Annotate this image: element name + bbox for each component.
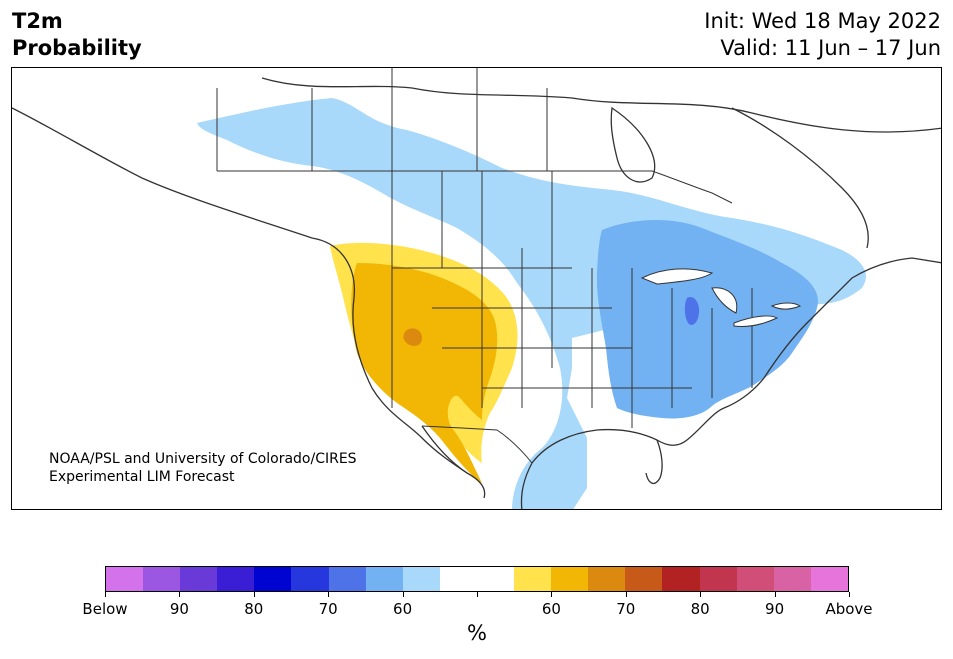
probability-map [12,68,941,509]
colorbar-tick [253,592,255,597]
colorbar-tick-label: 90 [169,600,189,618]
colorbar-segment [736,567,774,591]
credit-line-2: Experimental LIM Forecast [49,469,235,485]
colorbar-segment [328,567,366,591]
valid-period: Valid: 11 Jun – 17 Jun [720,36,941,60]
above-normal-70-region-west [351,263,498,483]
colorbar-tick-label: Below [82,600,128,618]
lake-erie [733,315,779,327]
canada-us-border [217,170,733,204]
colorbar-tick [105,592,106,597]
credit-line-1: NOAA/PSL and University of Colorado/CIRE… [49,451,357,467]
map-credit: NOAA/PSL and University of Colorado/CIRE… [49,450,357,486]
arctic-islands [261,77,941,133]
colorbar-segment [254,567,292,591]
colorbar-segment [180,567,218,591]
colorbar-segment [625,567,663,591]
lake-huron [711,287,738,314]
labrador-coast [731,107,869,249]
colorbar-tick [849,592,850,597]
baja-peninsula [421,425,468,474]
colorbar-segment [217,567,255,591]
colorbar-segment [514,567,552,591]
lake-ontario [770,302,802,310]
colorbar-tick [700,592,702,597]
colorbar-tick-label: 70 [616,600,636,618]
colorbar-tick [625,592,627,597]
colorbar-segment [106,567,144,591]
below-normal-70-region-east [596,219,818,419]
above-normal-80-region [403,328,422,346]
mexico-east-coast [520,462,533,509]
map-panel [11,67,942,510]
colorbar-tick-label: 70 [318,600,338,618]
state-lines [391,171,753,428]
gulf-coast [531,257,941,464]
political-borders [216,68,753,464]
colorbar-segment [365,567,403,591]
pacific-coast [12,107,486,499]
colorbar-tick-label: 60 [541,600,561,618]
lake-superior [640,268,714,285]
colorbar-tick-label: 80 [244,600,264,618]
probability-colorbar [105,566,849,592]
colorbar-segment [588,567,626,591]
colorbar-segment [662,567,700,591]
hudson-bay [610,106,656,183]
great-lakes [640,268,802,327]
colorbar-tick [179,592,181,597]
colorbar-tick-label: 90 [765,600,785,618]
title-product: Probability [12,36,142,60]
title-variable: T2m [12,9,63,33]
map-title: T2m Probability [12,8,142,62]
colorbar-unit: % [467,621,487,645]
colorbar-segment [810,567,848,591]
colorbar-segment [773,567,811,591]
colorbar-tick-label: 80 [690,600,710,618]
colorbar-segment [143,567,181,591]
init-date: Init: Wed 18 May 2022 [704,9,941,33]
forecast-dates: Init: Wed 18 May 2022 Valid: 11 Jun – 17… [704,8,941,62]
colorbar-segment [476,567,515,591]
colorbar-tick-label: 60 [393,600,413,618]
colorbar-segment [699,567,737,591]
colorbar-tick [402,592,404,597]
colorbar-tick [477,592,478,597]
coastlines [12,77,941,509]
colorbar-tick [328,592,330,597]
colorbar-tick-label: Above [825,600,873,618]
colorbar-segment [291,567,329,591]
colorbar-tick [774,592,776,597]
colorbar-segment [439,567,477,591]
florida [645,439,663,485]
colorbar-tick [551,592,553,597]
colorbar-segment [551,567,589,591]
us-mexico-border [421,425,533,464]
canadian-province-lines [216,68,548,171]
below-normal-80-region [684,297,700,325]
colorbar-segment [402,567,440,591]
